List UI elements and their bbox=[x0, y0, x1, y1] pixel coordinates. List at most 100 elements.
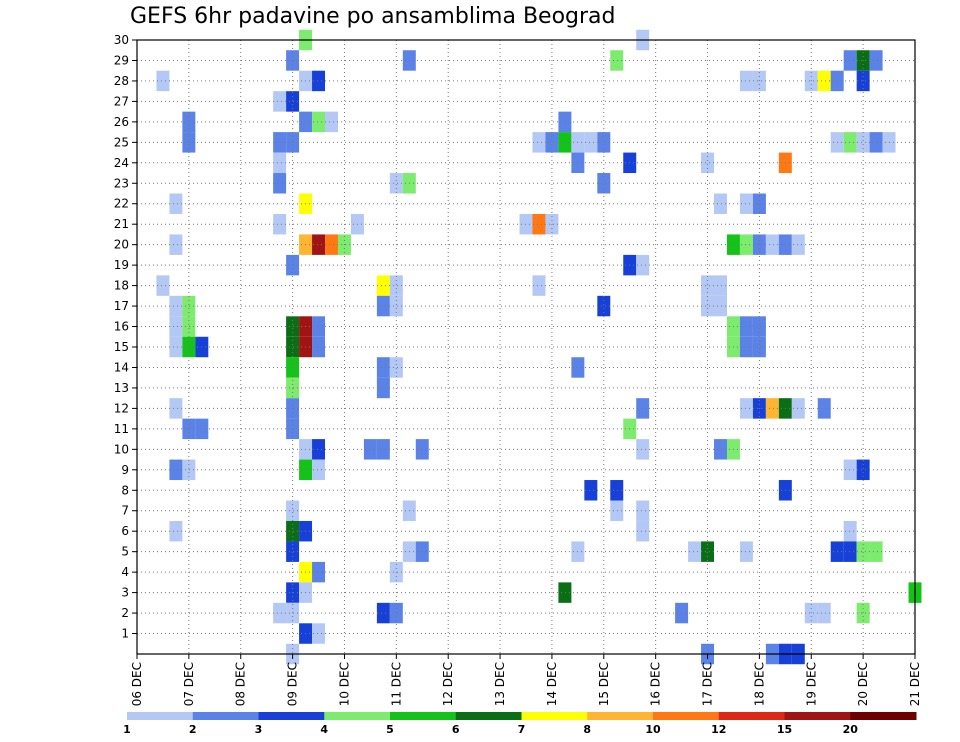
heatmap-cell bbox=[169, 295, 183, 317]
heatmap-cell bbox=[752, 336, 766, 358]
heatmap-cell bbox=[636, 439, 650, 460]
heatmap-cell bbox=[765, 398, 779, 419]
heatmap-cell bbox=[739, 234, 753, 255]
colorbar-label: 12 bbox=[711, 723, 726, 736]
heatmap-cell bbox=[286, 500, 300, 521]
y-tick-label: 10 bbox=[114, 442, 129, 456]
colorbar-swatch bbox=[192, 712, 259, 720]
x-tick-label: 08 DEC bbox=[234, 662, 248, 706]
y-tick-label: 21 bbox=[114, 217, 129, 231]
heatmap-cell bbox=[169, 336, 183, 358]
heatmap-cell bbox=[843, 541, 857, 562]
heatmap-cell bbox=[182, 336, 196, 358]
y-tick-label: 5 bbox=[121, 545, 129, 559]
heatmap-cell bbox=[389, 357, 403, 378]
heatmap-cell bbox=[169, 520, 183, 542]
y-tick-label: 16 bbox=[114, 320, 129, 334]
heatmap-cell bbox=[610, 480, 624, 501]
y-tick-label: 4 bbox=[121, 565, 129, 579]
heatmap-cell bbox=[273, 132, 287, 153]
x-tick-label: 09 DEC bbox=[286, 662, 300, 706]
heatmap-cell bbox=[739, 336, 753, 358]
heatmap-cell bbox=[856, 541, 870, 562]
heatmap-cell bbox=[286, 602, 300, 624]
x-tick-label: 12 DEC bbox=[441, 662, 455, 706]
heatmap-cell bbox=[856, 602, 870, 624]
y-tick-label: 24 bbox=[114, 156, 129, 170]
x-tick-label: 07 DEC bbox=[182, 662, 196, 706]
heatmap-cell bbox=[286, 316, 300, 337]
heatmap-cell bbox=[752, 316, 766, 337]
y-tick-label: 17 bbox=[114, 299, 129, 313]
heatmap-cell bbox=[286, 520, 300, 542]
y-tick-label: 6 bbox=[121, 524, 129, 538]
heatmap-cell bbox=[843, 132, 857, 153]
heatmap-cell bbox=[273, 91, 287, 112]
y-tick-label: 27 bbox=[114, 94, 129, 108]
heatmap-cell bbox=[688, 541, 702, 562]
heatmap-cell bbox=[169, 459, 183, 481]
heatmap-cell bbox=[286, 541, 300, 562]
heatmap-cell bbox=[312, 70, 326, 92]
heatmap-cell bbox=[312, 561, 326, 583]
y-tick-label: 30 bbox=[114, 33, 129, 47]
colorbar-swatch bbox=[127, 712, 194, 720]
heatmap-cell bbox=[597, 173, 611, 194]
heatmap-cell bbox=[182, 111, 196, 133]
heatmap-cell bbox=[182, 459, 196, 481]
y-tick-label: 14 bbox=[114, 360, 129, 374]
heatmap-cell bbox=[558, 132, 572, 153]
heatmap-cell bbox=[843, 459, 857, 481]
colorbar-label: 7 bbox=[518, 723, 526, 736]
heatmap-cell bbox=[701, 295, 715, 317]
y-tick-label: 1 bbox=[121, 627, 129, 641]
heatmap-cell bbox=[415, 439, 429, 460]
heatmap-cell bbox=[701, 541, 715, 562]
x-tick-label: 18 DEC bbox=[752, 662, 766, 706]
heatmap-cell bbox=[545, 132, 559, 153]
heatmap-cell bbox=[286, 377, 300, 399]
heatmap-cell bbox=[312, 623, 326, 644]
colorbar-label: 2 bbox=[189, 723, 197, 736]
heatmap-cell bbox=[791, 234, 805, 255]
y-tick-label: 23 bbox=[114, 176, 129, 190]
heatmap-cell bbox=[739, 316, 753, 337]
heatmap-cell bbox=[286, 132, 300, 153]
heatmap-cell bbox=[584, 480, 598, 501]
heatmap-cell bbox=[376, 439, 390, 460]
x-tick-label: 13 DEC bbox=[493, 662, 507, 706]
y-tick-label: 3 bbox=[121, 586, 129, 600]
colorbar-label: 1 bbox=[123, 723, 131, 736]
heatmap-cell bbox=[156, 70, 170, 92]
heatmap-cell bbox=[739, 193, 753, 214]
x-tick-label: 20 DEC bbox=[856, 662, 870, 706]
heatmap-cell bbox=[558, 582, 572, 603]
heatmap-cell bbox=[791, 398, 805, 419]
heatmap-cell bbox=[312, 459, 326, 481]
x-tick-label: 11 DEC bbox=[389, 662, 403, 706]
heatmap-cell bbox=[182, 132, 196, 153]
chart-title: GEFS 6hr padavine po ansamblima Beograd bbox=[130, 4, 616, 29]
colorbar-swatch bbox=[653, 712, 720, 720]
heatmap-cell bbox=[389, 602, 403, 624]
colorbar-label: 8 bbox=[583, 723, 591, 736]
heatmap-cell bbox=[817, 602, 831, 624]
heatmap-cell bbox=[169, 234, 183, 255]
heatmap-cell bbox=[739, 70, 753, 92]
colorbar-swatch bbox=[324, 712, 391, 720]
heatmap-cell bbox=[636, 398, 650, 419]
heatmap-cell bbox=[701, 152, 715, 174]
y-tick-label: 29 bbox=[114, 53, 129, 67]
heatmap-cell bbox=[739, 398, 753, 419]
x-tick-label: 16 DEC bbox=[649, 662, 663, 706]
heatmap-cell bbox=[182, 316, 196, 337]
heatmap-cell bbox=[869, 50, 883, 71]
x-tick-label: 14 DEC bbox=[545, 662, 559, 706]
heatmap-cell bbox=[286, 357, 300, 378]
y-tick-label: 22 bbox=[114, 197, 129, 211]
heatmap-cell bbox=[869, 541, 883, 562]
colorbar-swatch bbox=[850, 712, 917, 720]
colorbar-label: 4 bbox=[320, 723, 328, 736]
colorbar-swatch bbox=[587, 712, 654, 720]
heatmap-cell bbox=[714, 193, 727, 214]
